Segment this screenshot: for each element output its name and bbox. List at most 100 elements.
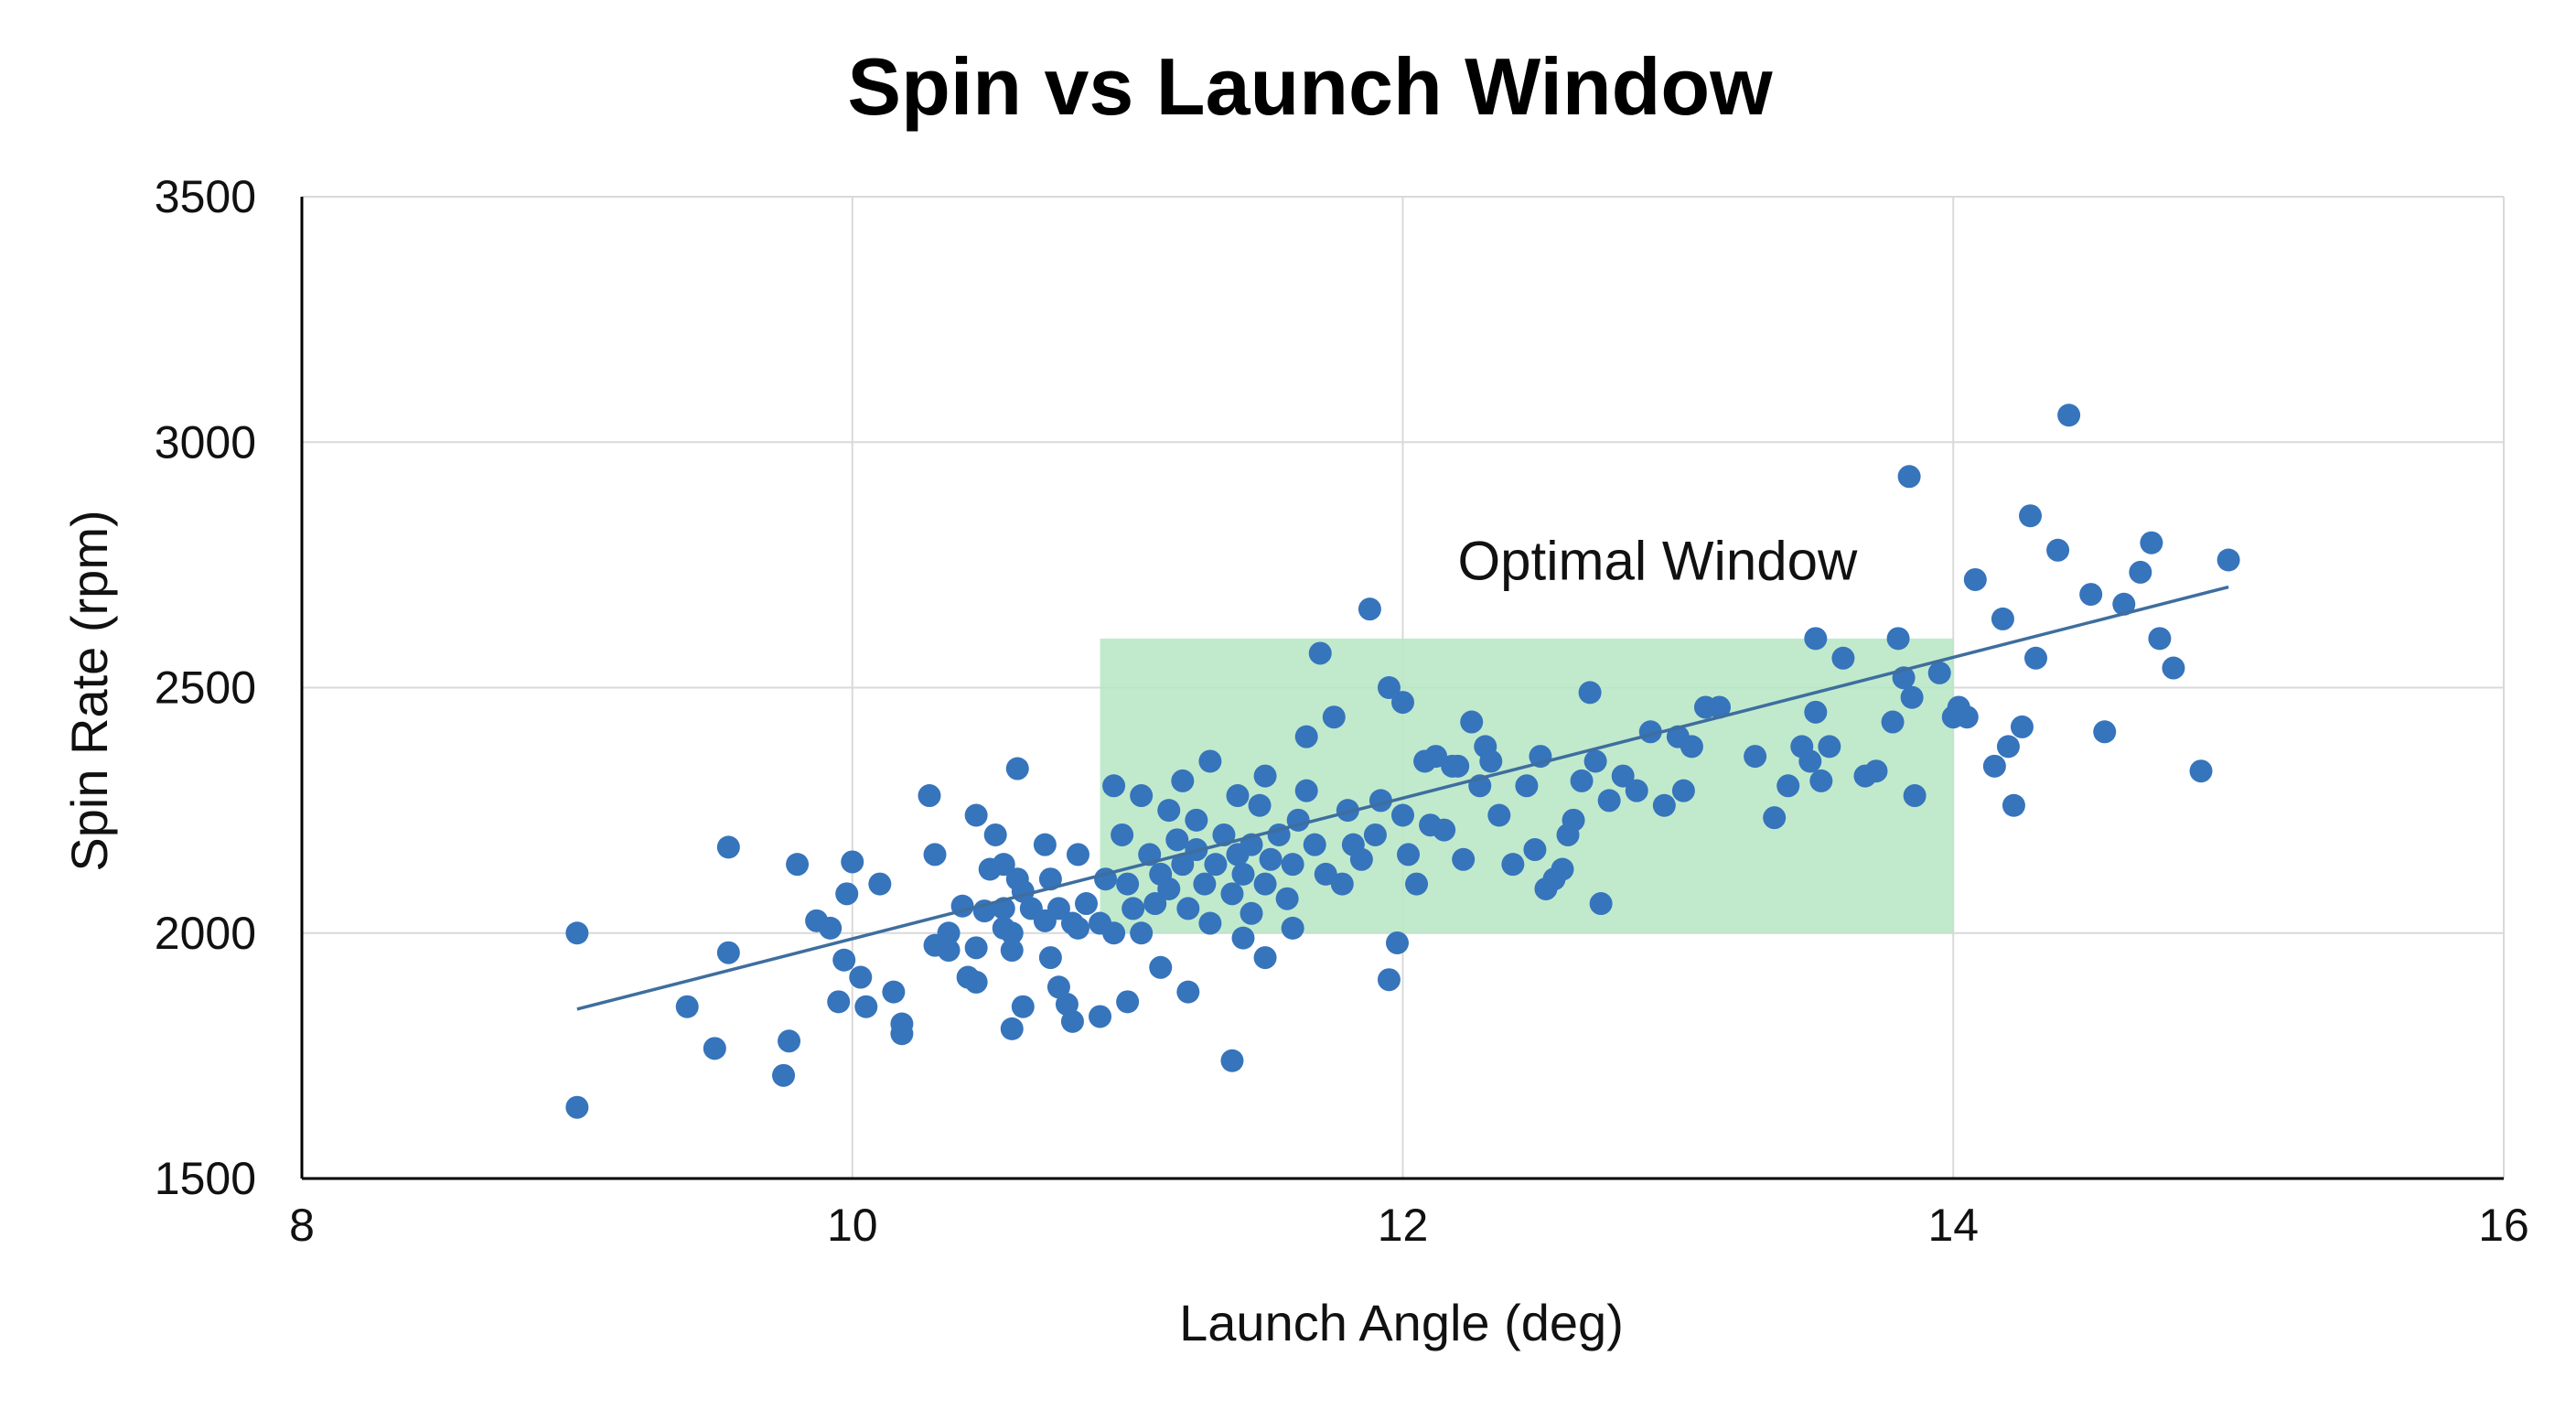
data-point-199 [1281,916,1304,940]
data-point-65 [1130,784,1154,808]
data-point-72 [1171,853,1195,877]
data-point-168 [1897,465,1921,489]
data-point-84 [1226,784,1250,808]
data-point-18 [882,980,906,1004]
y-tick-label-3500: 3500 [155,171,256,222]
data-point-152 [1763,806,1787,830]
data-point-176 [1996,735,2020,759]
data-point-17 [868,872,892,896]
data-point-151 [1744,745,1767,769]
data-point-105 [1349,847,1373,871]
data-point-70 [1157,799,1181,823]
data-point-129 [1515,774,1539,798]
tick-labels: 8 10 12 14 16 1500 2000 2500 3000 3500 [155,171,2529,1251]
data-point-109 [1377,676,1401,699]
data-point-89 [1253,872,1277,896]
data-point-196 [1116,990,1140,1014]
data-point-82 [1220,882,1244,906]
data-point-197 [1089,1005,1112,1028]
data-point-42 [1011,995,1035,1018]
data-point-162 [1864,759,1888,783]
data-point-118 [1424,745,1448,769]
data-point-14 [841,850,864,874]
data-point-94 [1281,853,1304,877]
trendline [576,585,2229,1011]
data-point-54 [1066,916,1089,940]
data-point-7 [778,1029,801,1053]
data-point-123 [1460,710,1484,734]
data-point-101 [1322,705,1346,729]
data-point-20 [890,1012,914,1036]
data-point-130 [1523,838,1547,862]
data-point-103 [1336,799,1359,823]
data-point-80 [1204,853,1228,877]
data-point-136 [1562,808,1585,832]
data-point-181 [2046,538,2070,562]
data-point-134 [1551,857,1574,881]
data-point-157 [1804,627,1828,651]
data-point-192 [1220,1049,1244,1072]
data-point-139 [1583,749,1607,773]
data-point-71 [1165,828,1189,852]
y-tick-label-1500: 1500 [155,1153,256,1204]
data-point-11 [827,990,851,1014]
data-point-180 [2024,646,2048,670]
data-point-5 [716,835,740,859]
data-point-128 [1501,853,1525,877]
data-point-29 [964,936,988,960]
x-tick-label-14: 14 [1927,1200,1979,1251]
data-point-195 [1176,980,1200,1004]
data-point-155 [1798,749,1822,773]
data-point-76 [1185,808,1208,832]
data-point-110 [1377,968,1401,992]
data-point-48 [1038,946,1062,970]
x-tick-label-8: 8 [289,1200,315,1251]
data-point-167 [1903,784,1927,808]
data-point-156 [1804,700,1828,724]
data-point-36 [1000,921,1024,945]
data-point-10 [819,916,843,940]
data-point-185 [2112,592,2136,616]
data-point-111 [1385,931,1409,954]
data-point-102 [1330,872,1354,896]
data-point-115 [1405,872,1429,896]
y-tick-label-3000: 3000 [155,416,256,468]
data-point-90 [1253,764,1277,788]
data-point-177 [2002,793,2025,817]
data-point-160 [1831,646,1855,670]
data-point-187 [2140,531,2163,554]
optimal-window-label: Optimal Window [1458,530,1858,591]
data-point-141 [1597,789,1621,813]
data-point-78 [1198,911,1222,935]
trendline-layer [576,585,2229,1011]
data-point-147 [1671,779,1695,802]
data-point-153 [1776,774,1800,798]
data-point-46 [1038,867,1062,891]
data-point-193 [1253,946,1277,970]
data-point-121 [1446,754,1470,778]
data-point-47 [1046,975,1070,999]
data-point-6 [772,1063,796,1087]
data-point-79 [1198,749,1222,773]
data-point-164 [1886,627,1910,651]
data-point-166 [1900,685,1924,709]
y-axis-label: Spin Rate (rpm) [60,510,118,871]
data-point-23 [923,843,947,866]
data-point-2 [675,995,699,1018]
data-point-24 [937,921,961,945]
data-point-15 [849,965,873,989]
data-point-1 [565,1095,589,1119]
data-point-25 [937,939,961,963]
data-point-183 [2079,583,2103,607]
data-point-21 [918,784,941,808]
data-point-52 [1055,993,1079,1017]
data-point-91 [1259,847,1283,871]
data-point-50 [1046,897,1070,920]
data-point-61 [1111,823,1134,846]
data-point-194 [1231,926,1255,950]
data-point-88 [1248,793,1272,817]
data-point-93 [1275,887,1299,910]
x-tick-label-12: 12 [1378,1200,1429,1251]
data-point-12 [835,882,859,906]
